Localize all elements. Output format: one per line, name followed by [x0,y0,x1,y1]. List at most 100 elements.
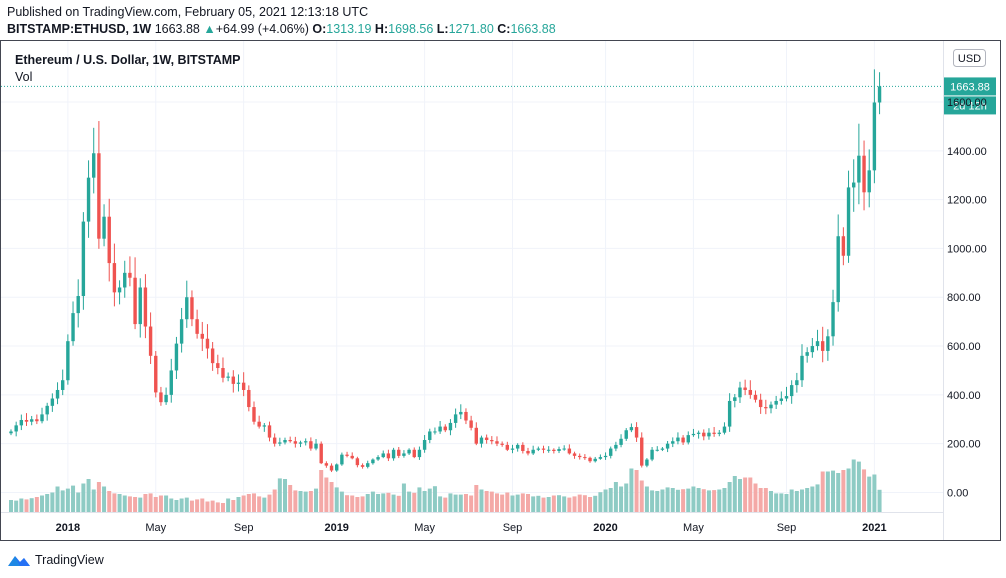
volume-bar [474,485,479,512]
candle-body [738,387,742,398]
last-price-label: 1663.88 [950,81,990,93]
volume-bar [867,476,872,512]
candle-body [686,435,690,443]
time-axis[interactable]: 2018 May Sep 2019 May Sep 2020 May Sep 2021 [56,522,887,534]
volume-bar [9,500,13,512]
candle-body [624,430,628,439]
volume-bar [45,494,50,512]
price-tick-label: 800.00 [947,292,981,304]
candle-body [360,465,365,467]
currency-badge[interactable]: USD [953,49,986,67]
volume-bar [267,494,272,512]
footer-brand[interactable]: TradingView [7,552,104,568]
volume-bar [841,470,846,512]
last-price-line: 1663.88 2d 12h [1,77,996,115]
volume-bar [831,470,836,512]
volume-bar [257,496,262,512]
candle-body [366,463,370,467]
candle-body [593,458,597,462]
ohlc-header: BITSTAMP:ETHUSD, 1W 1663.88 ▲+64.99 (+4.… [7,22,556,36]
candle-body [412,449,416,458]
candle-body [61,380,65,390]
volume-bar [314,488,319,512]
candle-body [826,336,830,351]
volume-bar [805,488,810,512]
volume-bar [722,488,727,512]
candle-body [815,341,820,347]
volume-bar [65,488,70,512]
candle-body [862,155,866,193]
candle-body [578,455,582,458]
candle-body [702,432,706,437]
volume-bar [427,488,432,512]
candle-body [629,427,634,431]
candle-body [123,272,127,288]
volume-bar [40,495,45,512]
candle-body [143,287,148,327]
volume-bar [665,487,670,512]
candle-body [546,449,551,451]
volume-bar [174,500,179,512]
volume-bar [412,492,417,512]
volume-bar [836,473,841,512]
candle-body [154,355,158,393]
candle-body [71,313,75,342]
volume-bar [701,489,706,512]
volume-bar [877,489,882,512]
volume-bar [494,493,499,512]
candle-body [665,443,670,449]
close-label: C: [497,22,511,36]
volume-bar [236,497,241,512]
candle-body [402,453,406,456]
time-tick-label: May [414,522,435,534]
candle-body [169,370,173,395]
candle-body [190,297,194,320]
price-axis[interactable]: 0.00 200.00 400.00 600.00 800.00 1000.00 1200.… [947,97,987,499]
candle-body [758,399,763,408]
volume-bar [469,495,474,512]
candle-body [428,431,432,441]
candle-body [81,221,86,297]
candle-body [92,153,96,178]
candle-body [252,407,256,422]
volume-bar [872,474,877,512]
volume-bar [650,490,655,512]
candle-body [335,464,339,471]
candle-body [386,453,391,459]
volume-bar [60,490,65,512]
candle-body [221,368,225,378]
candle-body [774,400,778,405]
volume-bar [107,491,112,512]
candle-body [55,389,60,399]
candle-body [97,153,101,239]
volume-bar [551,495,556,512]
volume-bar [55,486,60,512]
volume-bar [102,486,107,512]
volume-bar [846,468,851,512]
volume-bar [567,497,572,512]
candle-body [262,425,267,427]
candle-body [350,455,354,459]
candlesticks [9,69,882,473]
candle-body [541,448,546,450]
volume-bar [220,503,225,512]
candle-body [355,458,360,466]
candle-body [453,414,458,423]
candle-body [531,449,535,454]
candle-body [614,444,618,449]
candle-body [231,376,236,384]
volume-bar [122,495,127,512]
volume-bar [691,486,696,512]
candle-body [521,444,525,451]
volume-bar [432,486,437,512]
volume-bar [463,494,468,512]
candle-body [267,425,272,438]
volume-bar [153,497,158,512]
chart-frame[interactable]: 1663.88 2d 12h 0.00 200.00 400.00 600.00 800.… [0,40,1006,545]
candle-body [371,459,375,464]
open-label: O: [312,22,327,36]
volume-bar [391,494,396,512]
volume-bar [407,491,412,512]
volume-bar [334,487,339,512]
volume-bar [815,484,820,512]
